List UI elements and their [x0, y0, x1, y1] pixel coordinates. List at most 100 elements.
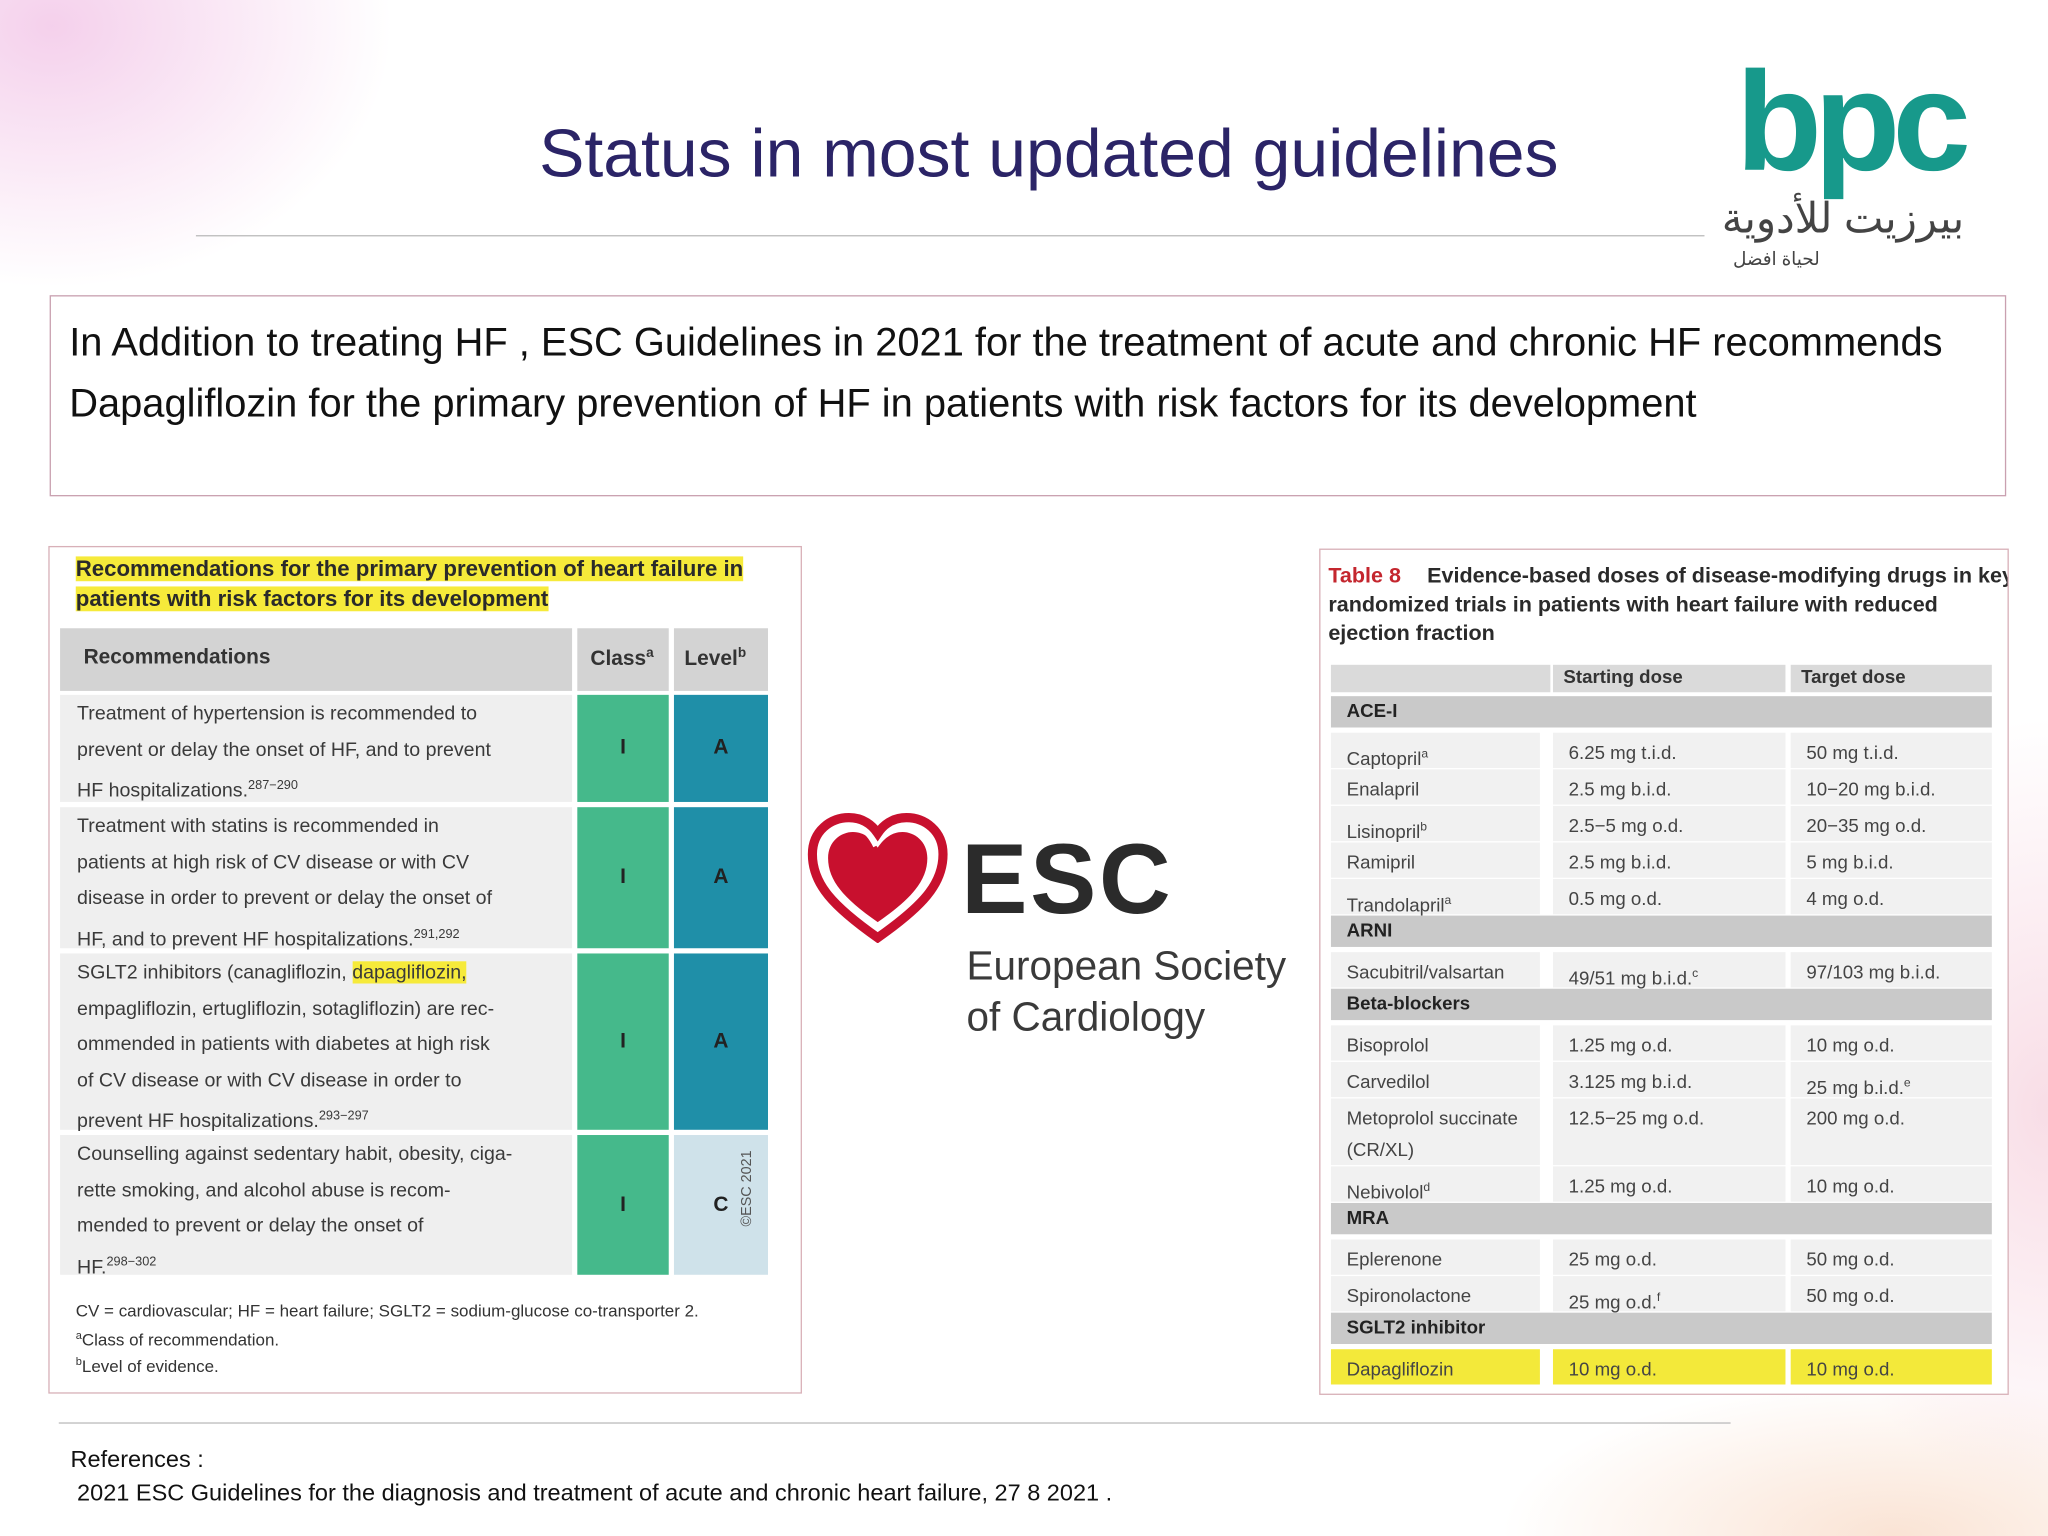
text-line: HF.298−302: [77, 1244, 572, 1285]
drug: Sacubitril/valsartan: [1346, 962, 1505, 984]
group-row: SGLT2 inhibitor: [1330, 1312, 1992, 1344]
group-name: ACE-I: [1330, 696, 1992, 728]
logo-tagline: لحياة افضل: [1732, 248, 1820, 270]
target: 10 mg o.d.: [1806, 1359, 1895, 1381]
reference-numbers: 287−290: [248, 778, 298, 793]
target: 97/103 mg b.i.d.: [1806, 962, 1941, 984]
footnote: bLevel of evidence.: [76, 1354, 219, 1375]
footnote: CV = cardiovascular; HF = heart failure;…: [76, 1301, 699, 1321]
start-cell: 1.25 mg o.d.: [1552, 1166, 1786, 1202]
text-line: Treatment of hypertension is recommended…: [77, 696, 572, 732]
drug: Spironolactone: [1346, 1286, 1472, 1308]
header-cell: Levelb: [673, 628, 768, 691]
start-cell: 10 mg o.d.: [1552, 1349, 1786, 1385]
start-note: c: [1692, 966, 1699, 980]
text-segment: Counselling against sedentary habit, obe…: [77, 1142, 513, 1166]
drug-row: Ramipril 2.5 mg b.i.d. 5 mg b.i.d.: [1330, 842, 1992, 878]
drug-note: a: [1421, 747, 1429, 761]
target: 50 mg o.d.: [1806, 1286, 1895, 1308]
text-line: HF hospitalizations.287−290: [77, 768, 572, 809]
text-line: SGLT2 inhibitors (canagliflozin, dapagli…: [77, 955, 572, 991]
drug-cell: Captoprila: [1330, 732, 1540, 770]
drug-cell: Trandolaprila: [1330, 879, 1540, 917]
target: 10 mg o.d.: [1806, 1035, 1895, 1057]
start: 25 mg o.d.: [1568, 1249, 1657, 1271]
drug-cell: Eplerenone: [1330, 1239, 1540, 1275]
target-cell: 25 mg b.i.d.e: [1790, 1061, 1992, 1099]
start-cell: 49/51 mg b.i.d.c: [1552, 952, 1786, 990]
group-row: ACE-I: [1330, 696, 1992, 728]
drug-row: Metoprolol succinate (CR/XL) 12.5−25 mg o…: [1330, 1098, 1992, 1166]
start-cell: 12.5−25 mg o.d.: [1552, 1098, 1786, 1166]
text-segment: Treatment with statins is recommended in: [77, 815, 439, 838]
text-line: Treatment with statins is recommended in: [77, 808, 572, 844]
start-note: f: [1656, 1290, 1661, 1304]
text-line: patients at high risk of CV disease or w…: [77, 844, 572, 880]
drug: Eplerenone: [1346, 1249, 1443, 1271]
start-cell: 2.5−5 mg o.d.: [1552, 805, 1786, 842]
start: 1.25 mg o.d.: [1568, 1176, 1673, 1198]
group-name: ARNI: [1330, 915, 1992, 947]
target-cell: 20−35 mg o.d.: [1790, 805, 1992, 842]
drug-cell: Bisoprolol: [1330, 1025, 1540, 1061]
title-rule: [195, 235, 1705, 237]
esc-name-line: European Society: [966, 943, 1287, 989]
group-name: Beta-blockers: [1330, 988, 1992, 1021]
logo-mark: bpc: [1735, 41, 1971, 200]
footnote-mark: a: [75, 1327, 82, 1341]
target: 5 mg b.i.d.: [1806, 852, 1894, 874]
drug: Ramipril: [1346, 852, 1416, 874]
text-line: prevent or delay the onset of HF, and to…: [77, 732, 572, 768]
drug-row: Trandolaprila 0.5 mg o.d. 4 mg o.d.: [1330, 879, 1992, 917]
text-segment: rette smoking, and alcohol abuse is reco…: [77, 1178, 451, 1201]
esc-name-line: of Cardiology: [966, 993, 1206, 1040]
drug: Metoprolol succinate (CR/XL): [1346, 1108, 1518, 1162]
start: 2.5−5 mg o.d.: [1568, 816, 1684, 838]
start-cell: 0.5 mg o.d.: [1552, 879, 1786, 915]
target-cell: 10−20 mg b.i.d.: [1790, 769, 1992, 805]
drug: Nebivolol: [1346, 1183, 1424, 1204]
header-cell: Target dose: [1790, 664, 1992, 693]
text-segment: mended to prevent or delay the onset of: [77, 1214, 424, 1237]
drug-row: Carvedilol 3.125 mg b.i.d. 25 mg b.i.d.e: [1330, 1061, 1992, 1099]
recommendations-title-text: Recommendations for the primary preventi…: [75, 556, 744, 612]
table8-header: Starting dose Target dose: [1330, 664, 1992, 693]
reference-numbers: 293−297: [318, 1108, 369, 1124]
drug-cell: Spironolactone: [1330, 1276, 1540, 1312]
drug-row: Enalapril 2.5 mg b.i.d. 10−20 mg b.i.d.: [1330, 769, 1992, 805]
header-cell: Classa: [577, 628, 669, 691]
target-cell: 50 mg t.i.d.: [1790, 732, 1992, 768]
table8-caption-text: Evidence-based doses of disease-modifyin…: [1328, 564, 2009, 646]
drug-cell: Lisinoprilb: [1330, 805, 1540, 843]
references-label: References :: [70, 1445, 204, 1472]
target-cell: 10 mg o.d.: [1790, 1025, 1992, 1061]
drug: Carvedilol: [1346, 1072, 1430, 1094]
text-segment: HF hospitalizations.: [77, 779, 249, 802]
intro-text: In Addition to treating HF , ESC Guideli…: [49, 295, 2007, 497]
header-cell: Starting dose: [1552, 664, 1786, 693]
start: 6.25 mg t.i.d.: [1568, 743, 1677, 765]
text-line: ommended in patients with diabetes at hi…: [77, 1027, 572, 1063]
drug: Enalapril: [1346, 779, 1420, 801]
recommendation-text: SGLT2 inhibitors (canagliflozin, dapagli…: [60, 953, 573, 1132]
drug-cell: Ramipril: [1330, 842, 1540, 878]
drug-row: Spironolactone 25 mg o.d.f 50 mg o.d.: [1330, 1276, 1992, 1314]
header-text: Class: [590, 648, 647, 671]
target-cell: 10 mg o.d.: [1790, 1349, 1992, 1385]
table8-panel: Table 8 Evidence-based doses of disease-m…: [1319, 548, 2009, 1395]
text-line: prevent HF hospitalizations.293−297: [77, 1098, 572, 1139]
target: 4 mg o.d.: [1806, 889, 1885, 911]
drug-row: Nebivolold 1.25 mg o.d. 10 mg o.d.: [1330, 1166, 1992, 1204]
target-cell: 50 mg o.d.: [1790, 1276, 1992, 1312]
start: 3.125 mg b.i.d.: [1568, 1072, 1693, 1094]
text-line: HF, and to prevent HF hospitalizations.2…: [77, 916, 572, 957]
text-segment: HF, and to prevent HF hospitalizations.: [77, 927, 414, 951]
esc-heart: [807, 812, 948, 949]
drug-row: Lisinoprilb 2.5−5 mg o.d. 20−35 mg o.d.: [1330, 805, 1992, 843]
recommendations-panel: Recommendations for the primary preventi…: [48, 545, 802, 1394]
logo-arabic: بيرزيت للأدوية: [1721, 194, 1965, 242]
target: 50 mg t.i.d.: [1806, 743, 1899, 765]
start-cell: 25 mg o.d.: [1552, 1239, 1786, 1275]
group-name: SGLT2 inhibitor: [1330, 1312, 1992, 1344]
level-cell: A: [673, 953, 768, 1130]
